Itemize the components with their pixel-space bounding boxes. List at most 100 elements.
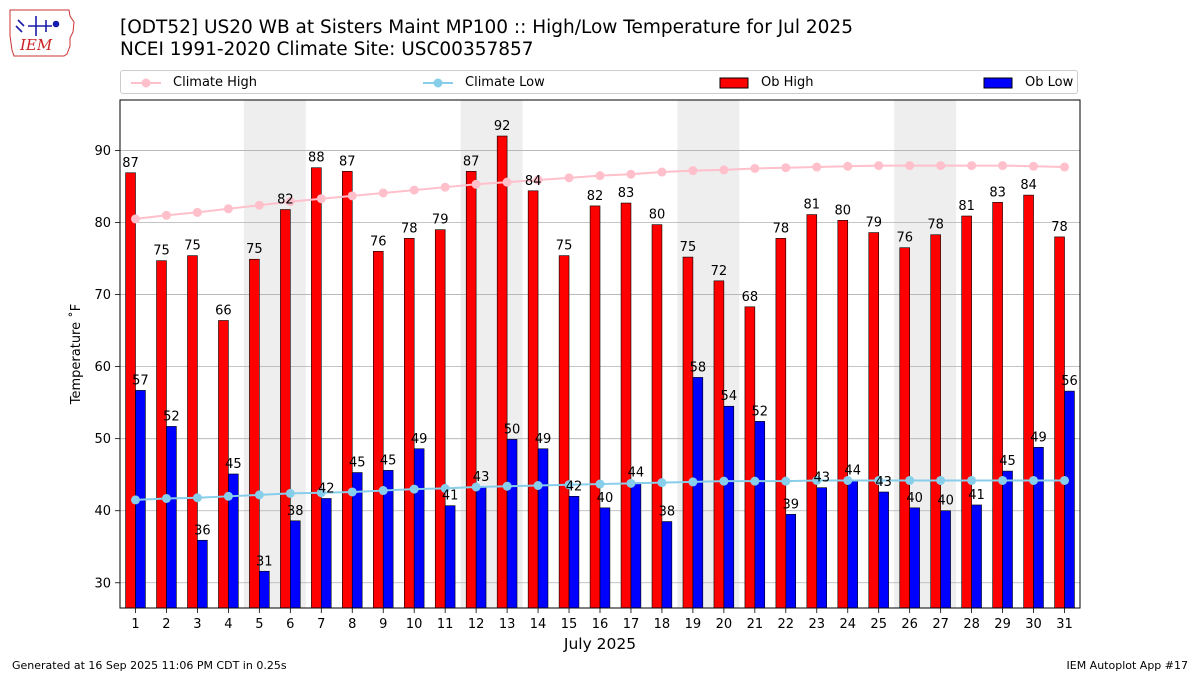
- ob-low-label: 36: [194, 523, 211, 538]
- climate-high-point: [719, 165, 729, 175]
- ob-low-label: 40: [597, 491, 614, 506]
- climate-high-line: [135, 164, 1065, 220]
- legend-label: Climate High: [173, 75, 258, 90]
- climate-high-point: [564, 173, 574, 183]
- chart-subtitle: NCEI 1991-2020 Climate Site: USC00357857: [120, 39, 534, 60]
- logo-text: IEM: [19, 36, 53, 54]
- ob-high-bar: [992, 202, 1003, 609]
- ob-low-bar: [413, 448, 425, 609]
- ob-high-bar: [589, 205, 601, 609]
- footer-generated: Generated at 16 Sep 2025 11:06 PM CDT in…: [12, 659, 287, 672]
- ob-low-label: 41: [442, 489, 459, 504]
- ob-high-label: 82: [587, 189, 604, 204]
- chart-title: [ODT52] US20 WB at Sisters Maint MP100 :…: [120, 17, 853, 38]
- ob-high-label: 76: [370, 234, 387, 249]
- ob-low-label: 38: [287, 504, 304, 519]
- weekend-shade: [460, 100, 523, 608]
- footer-app-id: IEM Autoplot App #17: [1066, 659, 1189, 672]
- ob-high-bar: [187, 255, 198, 609]
- x-tick-label: 31: [1056, 617, 1073, 632]
- climate-low-point: [130, 495, 140, 505]
- plot-frame: [119, 99, 1081, 609]
- climate-low-point: [812, 475, 822, 485]
- ob-low-label: 45: [380, 453, 397, 468]
- climate-high-point: [378, 188, 388, 198]
- ob-low-bar: [878, 491, 889, 609]
- ob-high-bar: [868, 232, 880, 609]
- ob-low-bar: [661, 521, 673, 609]
- climate-low-point: [1060, 475, 1070, 485]
- climate-low-point: [874, 475, 884, 485]
- weekend-shade: [243, 100, 306, 608]
- x-tick-label: 16: [592, 617, 609, 632]
- climate-low-point: [502, 481, 512, 491]
- x-tick-label: 15: [561, 617, 578, 632]
- ob-high-label: 80: [649, 208, 666, 223]
- climate-high-point: [657, 167, 667, 177]
- ob-high-label: 80: [835, 203, 852, 218]
- iem-logo: IEM: [9, 9, 75, 57]
- ob-high-bar: [373, 251, 384, 609]
- climate-low-point: [595, 479, 605, 489]
- ob-low-bar: [537, 448, 549, 609]
- climate-high-point: [130, 214, 140, 224]
- ob-high-label: 75: [246, 242, 263, 257]
- climate-low-point: [781, 476, 791, 486]
- climate-high-point: [409, 185, 419, 195]
- x-tick-label: 4: [224, 617, 232, 632]
- x-tick-label: 13: [499, 617, 516, 632]
- climate-low-point: [843, 475, 853, 485]
- ob-high-bar: [403, 238, 415, 609]
- ob-high-label: 83: [618, 186, 635, 201]
- ob-high-label: 87: [463, 154, 480, 169]
- legend-bar-swatch-icon: [983, 77, 1013, 89]
- x-tick-label: 21: [747, 617, 764, 632]
- climate-low-point: [378, 486, 388, 496]
- y-tick-label: 70: [94, 288, 111, 303]
- ob-low-bar: [1064, 390, 1075, 609]
- x-tick-label: 18: [654, 617, 671, 632]
- climate-high-point: [595, 171, 605, 181]
- climate-low-point: [285, 488, 295, 498]
- ob-high-label: 87: [339, 154, 356, 169]
- climate-low-point: [471, 482, 481, 492]
- ob-low-bar: [475, 486, 487, 609]
- ob-high-label: 84: [525, 174, 542, 189]
- climate-high-point: [347, 191, 357, 201]
- ob-high-label: 79: [432, 213, 449, 228]
- ob-high-label: 78: [401, 221, 418, 236]
- climate-high-point: [998, 161, 1008, 171]
- climate-low-point: [967, 475, 977, 485]
- climate-high-point: [161, 210, 171, 220]
- ob-high-label: 81: [804, 198, 821, 213]
- ob-high-bar: [465, 171, 477, 609]
- ob-high-label: 82: [277, 193, 294, 208]
- ob-high-bar: [744, 306, 756, 609]
- climate-high-point: [254, 200, 264, 210]
- ob-high-label: 78: [927, 218, 944, 233]
- ob-high-label: 76: [896, 231, 913, 246]
- climate-high-point: [843, 161, 853, 171]
- ob-high-bar: [651, 224, 663, 609]
- ob-high-bar: [899, 247, 910, 609]
- weather-station-icon: [15, 16, 60, 36]
- climate-low-point: [223, 491, 233, 501]
- climate-low-point: [192, 493, 202, 503]
- ob-low-bar: [847, 480, 858, 609]
- climate-low-point: [316, 488, 326, 498]
- x-tick-label: 12: [468, 617, 485, 632]
- ob-low-label: 58: [690, 360, 707, 375]
- climate-low-point: [688, 477, 698, 487]
- y-tick-label: 50: [94, 432, 111, 447]
- x-tick-label: 27: [932, 617, 949, 632]
- y-tick-label: 80: [94, 216, 111, 231]
- ob-low-label: 42: [318, 481, 335, 496]
- ob-low-label: 41: [968, 488, 985, 503]
- ob-high-bar: [311, 167, 322, 609]
- climate-low-point: [936, 475, 946, 485]
- y-tick-label: 40: [94, 504, 111, 519]
- ob-high-bar: [434, 229, 446, 609]
- ob-high-bar: [837, 220, 849, 609]
- climate-high-point: [316, 194, 326, 204]
- ob-low-label: 49: [535, 432, 552, 447]
